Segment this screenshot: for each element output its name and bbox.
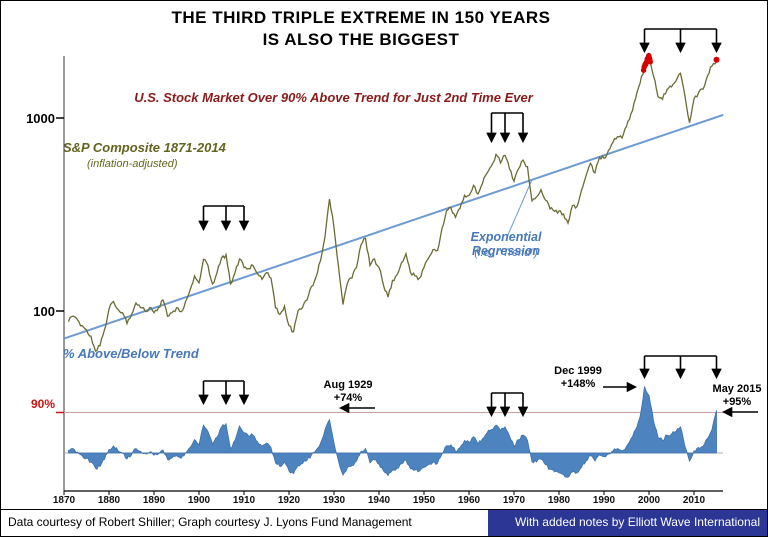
annotation-aug-1929-date: Aug 1929	[323, 379, 373, 391]
x-axis-tick-label: 1870	[53, 495, 76, 506]
trend-label-pointer	[506, 179, 533, 238]
sp-composite-line	[67, 55, 718, 353]
x-axis-tick-label: 1890	[143, 495, 166, 506]
red-extreme-dot-2015	[713, 56, 720, 63]
x-axis-tick-label: 1900	[188, 495, 211, 506]
annotation-may-2015-pct: +95%	[722, 396, 752, 408]
x-axis-tick-label: 1970	[503, 495, 526, 506]
lower-panel-label: % Above/Below Trend	[63, 346, 199, 361]
pct-above-below-trend-area	[68, 386, 717, 478]
chart-title-line2: IS ALSO THE BIGGEST	[262, 30, 460, 49]
annotation-dec-1999-pct: +148%	[560, 378, 596, 390]
x-axis-tick-label: 1930	[323, 495, 346, 506]
x-axis-tick-label: 1880	[98, 495, 121, 506]
red-extreme-dot	[647, 59, 653, 65]
footer-credit-right: With added notes by Elliott Wave Interna…	[488, 510, 767, 536]
y-axis-label-100: 100	[33, 304, 55, 319]
x-axis-tick-label: 1980	[548, 495, 571, 506]
chart-title: THE THIRD TRIPLE EXTREME IN 150 YEARS IS…	[1, 7, 721, 51]
trend-line	[63, 113, 724, 340]
x-axis-tick-label: 2000	[638, 495, 661, 506]
x-axis-tick-label: 2010	[683, 495, 706, 506]
trend-line-sublabel: (i.e., “Trend”)	[474, 247, 538, 259]
chart-title-line1: THE THIRD TRIPLE EXTREME IN 150 YEARS	[171, 8, 551, 27]
x-axis-tick-label: 1990	[593, 495, 616, 506]
annotation-may-2015-date: May 2015	[712, 383, 762, 395]
x-axis-tick-label: 1920	[278, 495, 301, 506]
annotation-aug-1929: Aug 1929 +74%	[316, 379, 380, 405]
footer-credit-left: Data courtesy of Robert Shiller; Graph c…	[1, 510, 488, 536]
x-axis-tick-label: 1950	[413, 495, 436, 506]
x-axis-tick-label: 1910	[233, 495, 256, 506]
y-axis-label-90pct: 90%	[30, 397, 55, 411]
series-sublabel: (inflation-adjusted)	[87, 158, 178, 170]
annotation-dec-1999-date: Dec 1999	[554, 365, 602, 377]
x-axis-tick-label: 1960	[458, 495, 481, 506]
trend-line-label: Exponential Regression	[470, 230, 542, 258]
y-axis-label-1000: 1000	[26, 111, 55, 126]
annotation-aug-1929-pct: +74%	[333, 392, 363, 404]
series-label: S&P Composite 1871-2014	[63, 140, 226, 155]
footer-bar: Data courtesy of Robert Shiller; Graph c…	[1, 509, 767, 536]
annotation-dec-1999: Dec 1999 +148%	[546, 365, 610, 391]
annotation-may-2015: May 2015 +95%	[705, 383, 767, 409]
chart-canvas: 1870 1880 1890 1900 1910 1920 1930 1940 1950 1960…	[53, 28, 758, 506]
x-axis-tick-label: 1940	[368, 495, 391, 506]
chart-subtitle: U.S. Stock Market Over 90% Above Trend f…	[134, 90, 533, 105]
